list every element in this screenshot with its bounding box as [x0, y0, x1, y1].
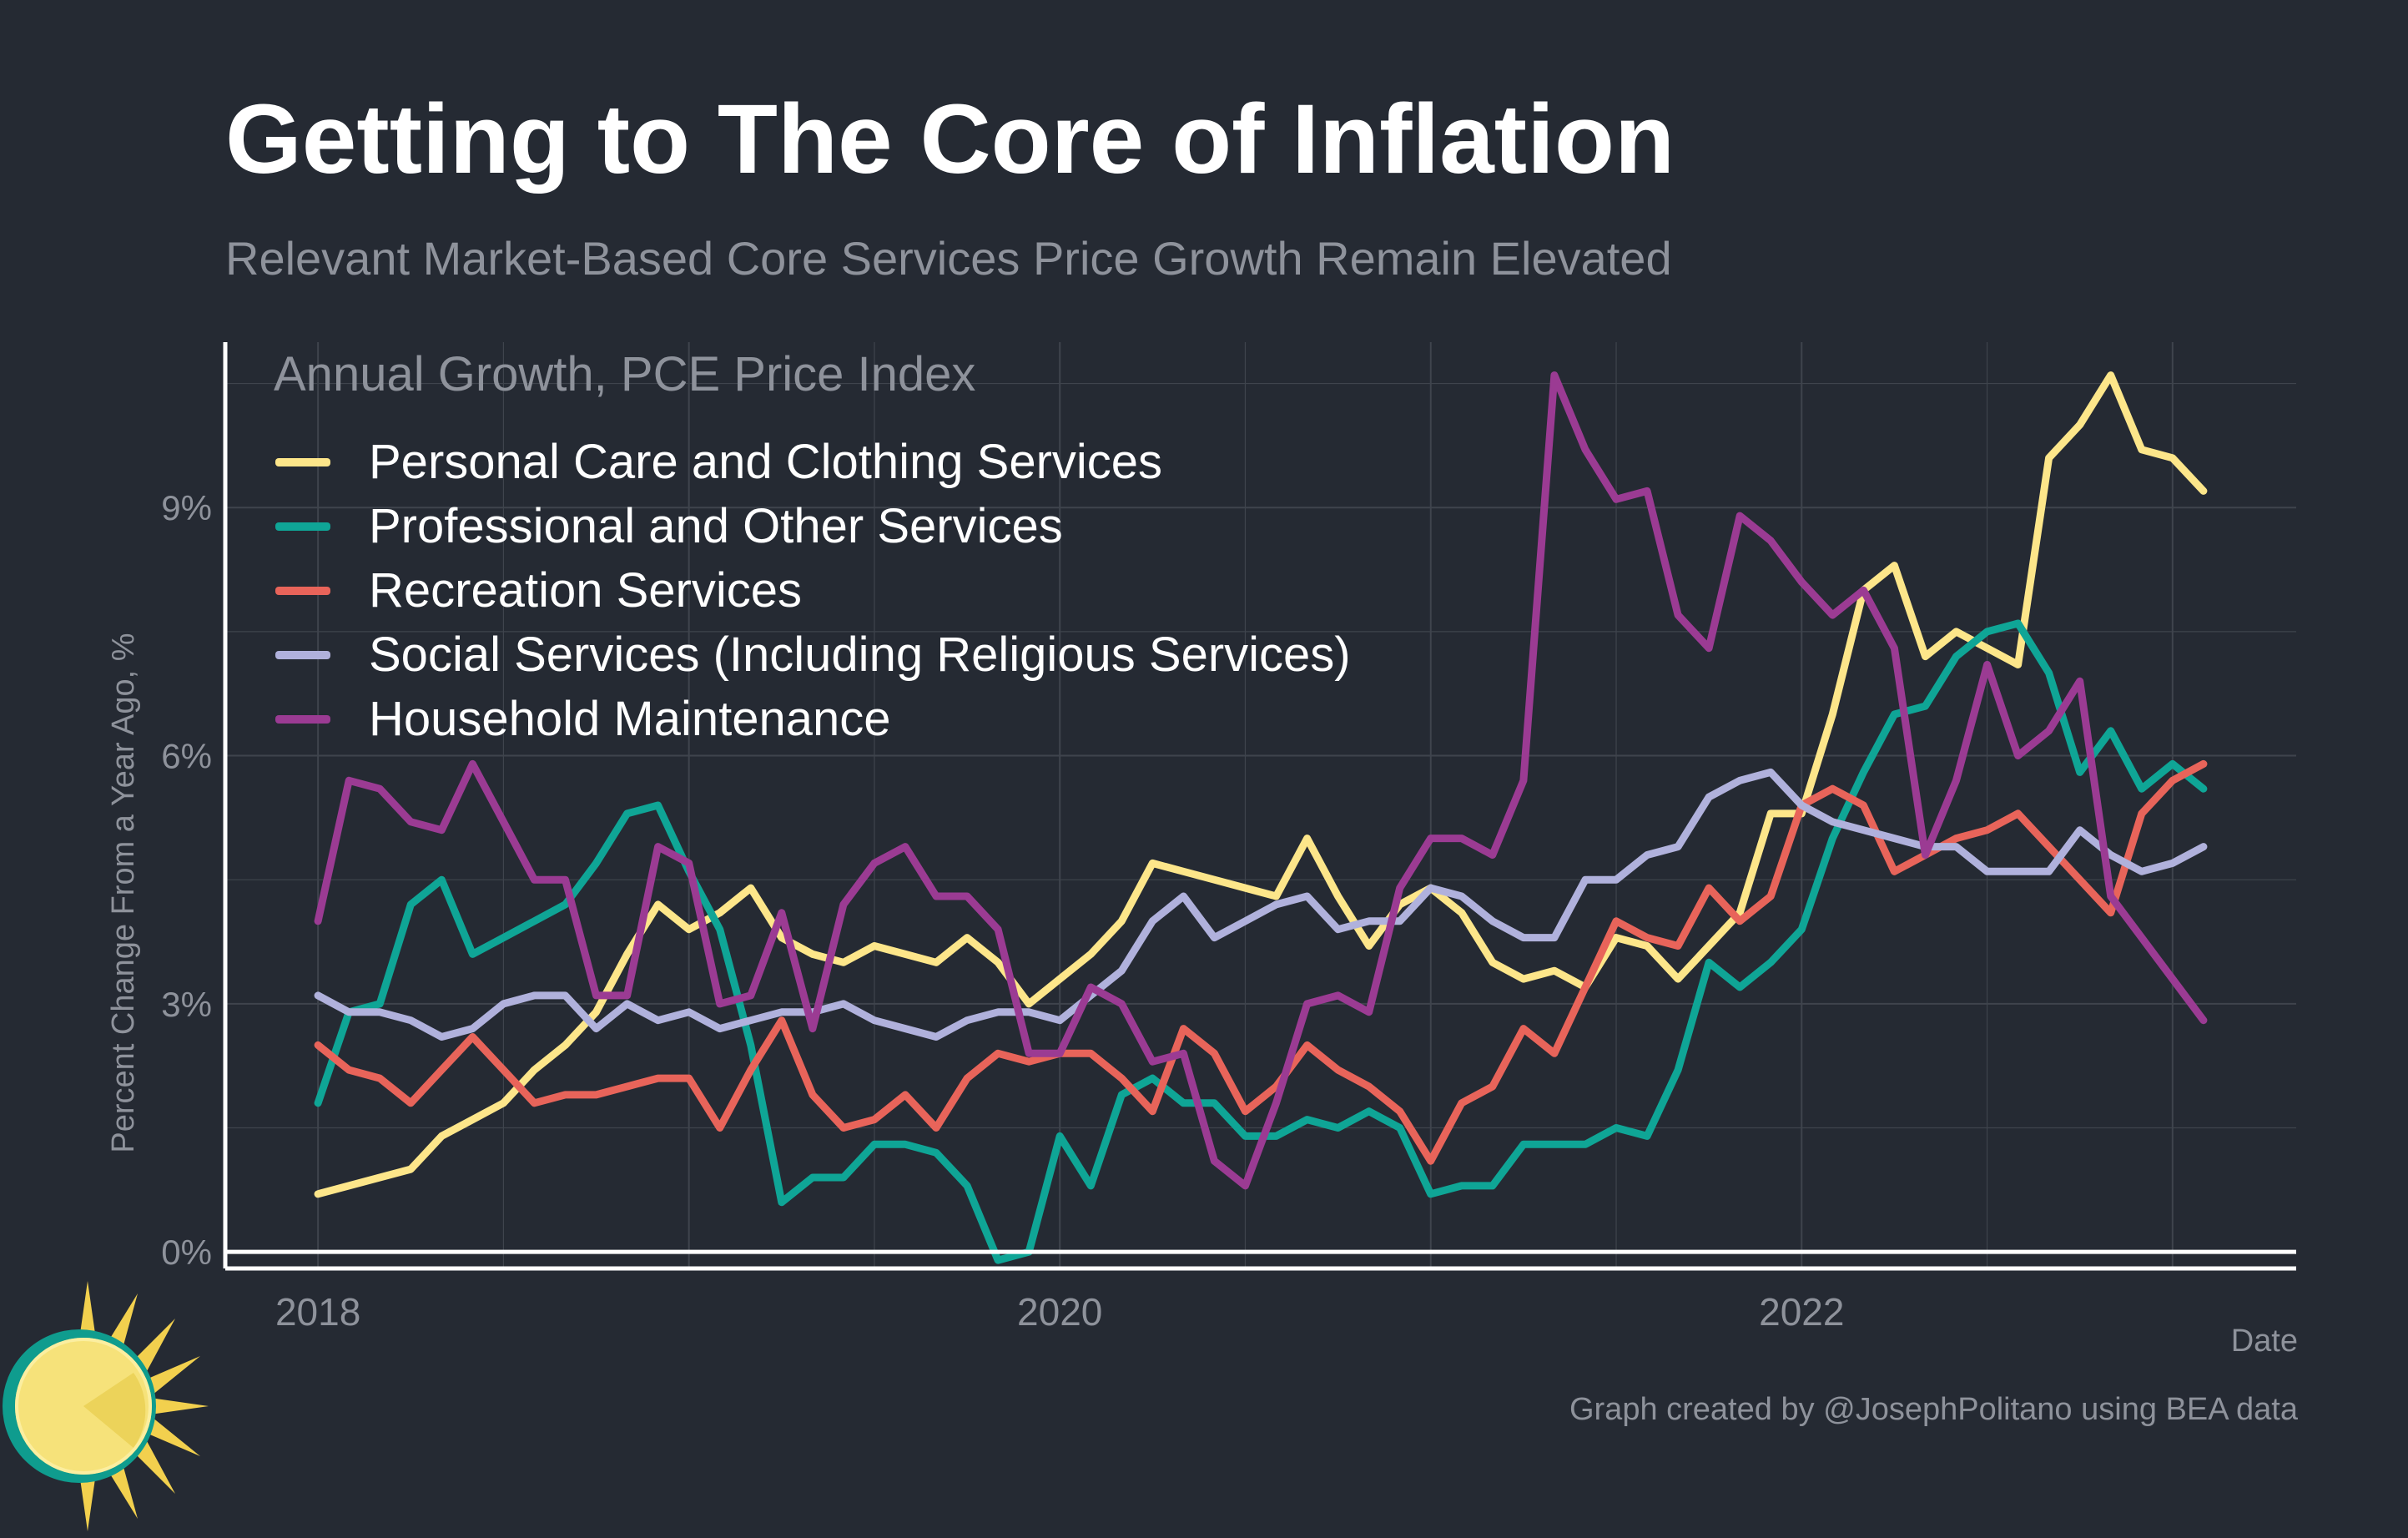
y-axis-title: Percent Change From a Year Ago, %	[106, 633, 141, 1153]
legend: Personal Care and Clothing Services Prof…	[275, 430, 1351, 751]
x-tick-label: 2022	[1759, 1290, 1844, 1334]
legend-label: Household Maintenance	[369, 691, 891, 746]
legend-swatch	[275, 457, 330, 466]
y-tick-label: 0%	[161, 1233, 212, 1272]
legend-item: Household Maintenance	[275, 687, 1351, 751]
y-tick-label: 6%	[161, 737, 212, 776]
y-tick-label: 3%	[161, 985, 212, 1024]
legend-label: Recreation Services	[369, 562, 802, 618]
series-line	[314, 371, 2208, 1198]
x-tick-label: 2020	[1017, 1290, 1102, 1334]
legend-label: Social Services (Including Religious Ser…	[369, 627, 1351, 682]
legend-item: Personal Care and Clothing Services	[275, 430, 1351, 494]
chart-subtitle: Relevant Market-Based Core Services Pric…	[225, 232, 1672, 285]
legend-swatch	[275, 522, 330, 531]
axes	[223, 342, 2296, 1271]
source-caption: Graph created by @JosephPolitano using B…	[1569, 1392, 2298, 1427]
series-line	[314, 759, 2208, 1165]
legend-swatch	[275, 650, 330, 659]
legend-title: Annual Growth, PCE Price Index	[274, 347, 976, 401]
legend-swatch	[275, 586, 330, 595]
y-tick-label: 9%	[161, 488, 212, 527]
x-tick-label: 2018	[275, 1290, 360, 1334]
series-line	[314, 768, 2208, 1041]
sun-logo-icon	[3, 1281, 209, 1531]
legend-item: Professional and Other Services	[275, 494, 1351, 558]
x-axis-title: Date	[2230, 1324, 2298, 1359]
axis-tick-labels: 0% 3% 6% 9% 2018 2020 2022	[161, 488, 1844, 1334]
legend-item: Social Services (Including Religious Ser…	[275, 623, 1351, 687]
chart-title: Getting to The Core of Inflation	[225, 84, 1675, 194]
legend-swatch	[275, 714, 330, 724]
legend-item: Recreation Services	[275, 558, 1351, 623]
legend-label: Personal Care and Clothing Services	[369, 434, 1163, 489]
series-lines	[314, 371, 2208, 1264]
series-line	[314, 371, 2208, 1190]
legend-label: Professional and Other Services	[369, 498, 1063, 553]
